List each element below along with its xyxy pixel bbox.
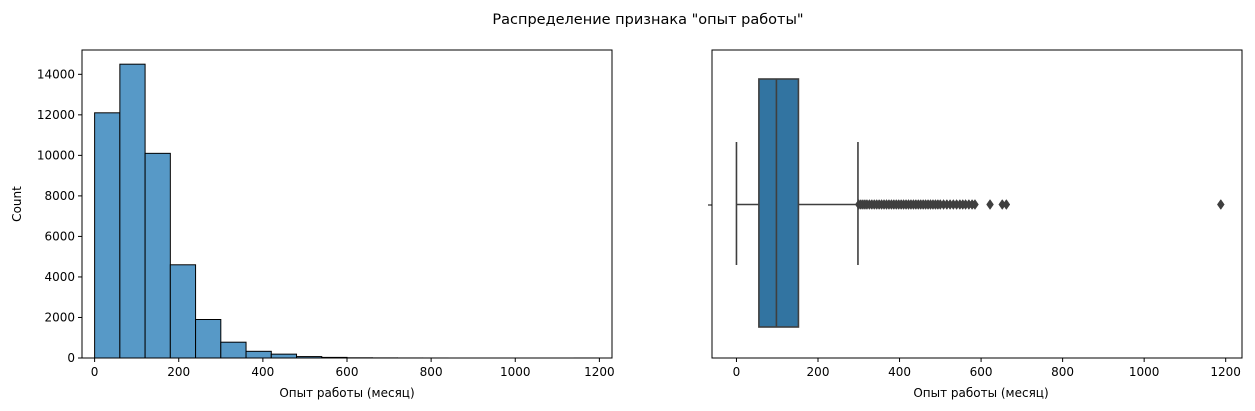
histogram-y-tick-label: 4000 bbox=[44, 270, 75, 284]
histogram-y-tick-label: 14000 bbox=[37, 67, 75, 81]
boxplot-outlier-point bbox=[1216, 199, 1225, 210]
histogram-bar bbox=[144, 152, 171, 359]
boxplot-outlier-point bbox=[971, 199, 979, 210]
boxplot-x-tick-label: 200 bbox=[807, 365, 830, 379]
histogram-bar bbox=[169, 264, 197, 359]
histogram-y-tick-label: 8000 bbox=[44, 189, 75, 203]
histogram-y-tick-label: 10000 bbox=[37, 148, 75, 162]
boxplot-body bbox=[735, 78, 859, 328]
histogram-y-tick-label: 0 bbox=[67, 351, 75, 365]
histogram-y-tick-label: 12000 bbox=[37, 108, 75, 122]
histogram-x-tick-label: 1200 bbox=[584, 365, 615, 379]
histogram-y-tick-label: 6000 bbox=[44, 229, 75, 243]
boxplot-x-tick-label: 800 bbox=[1051, 365, 1074, 379]
histogram-y-axis-label: Count bbox=[10, 186, 24, 222]
figure-title: Распределение признака "опыт работы" bbox=[492, 12, 803, 28]
boxplot-outlier-point bbox=[1002, 199, 1011, 210]
histogram-bar bbox=[270, 353, 298, 359]
histogram-axes-frame bbox=[81, 49, 613, 359]
histogram-y-tick-label: 2000 bbox=[44, 310, 75, 324]
histogram-bars bbox=[94, 63, 600, 359]
histogram-x-axis-label: Опыт работы (месяц) bbox=[279, 386, 414, 400]
histogram-x-tick-label: 1000 bbox=[500, 365, 531, 379]
histogram-bar bbox=[94, 112, 121, 359]
boxplot-x-axis-label: Опыт работы (месяц) bbox=[913, 386, 1048, 400]
boxplot-chart: 0 200 400 600 800 1000 1200 Опыт работы (месяц… bbox=[708, 49, 1243, 400]
boxplot-x-tick-label: 400 bbox=[888, 365, 911, 379]
boxplot-axes-frame bbox=[711, 49, 1243, 359]
boxplot-x-tick-label: 0 bbox=[733, 365, 741, 379]
boxplot-box bbox=[758, 78, 800, 328]
boxplot-outliers bbox=[854, 199, 1225, 210]
histogram-x-tick-label: 600 bbox=[336, 365, 359, 379]
boxplot-x-ticks: 0 200 400 600 800 1000 1200 bbox=[733, 358, 1241, 379]
histogram-bar bbox=[195, 319, 222, 359]
histogram-bar bbox=[220, 341, 247, 359]
histogram-chart: 0 200 400 600 800 1000 1200 0 2000 4000 6000 8000 1… bbox=[10, 49, 615, 400]
boxplot-x-tick-label: 1000 bbox=[1129, 365, 1160, 379]
histogram-x-tick-label: 800 bbox=[420, 365, 443, 379]
boxplot-x-tick-label: 600 bbox=[970, 365, 993, 379]
histogram-x-ticks: 0 200 400 600 800 1000 1200 bbox=[91, 358, 615, 379]
histogram-bar bbox=[119, 63, 146, 359]
boxplot-x-tick-label: 1200 bbox=[1210, 365, 1241, 379]
histogram-x-tick-label: 200 bbox=[167, 365, 190, 379]
histogram-y-ticks: 0 2000 4000 6000 8000 10000 12000 14000 bbox=[37, 67, 82, 365]
histogram-bar bbox=[245, 350, 272, 359]
boxplot-outlier-point bbox=[986, 199, 994, 210]
histogram-x-tick-label: 400 bbox=[251, 365, 274, 379]
histogram-x-tick-label: 0 bbox=[91, 365, 99, 379]
